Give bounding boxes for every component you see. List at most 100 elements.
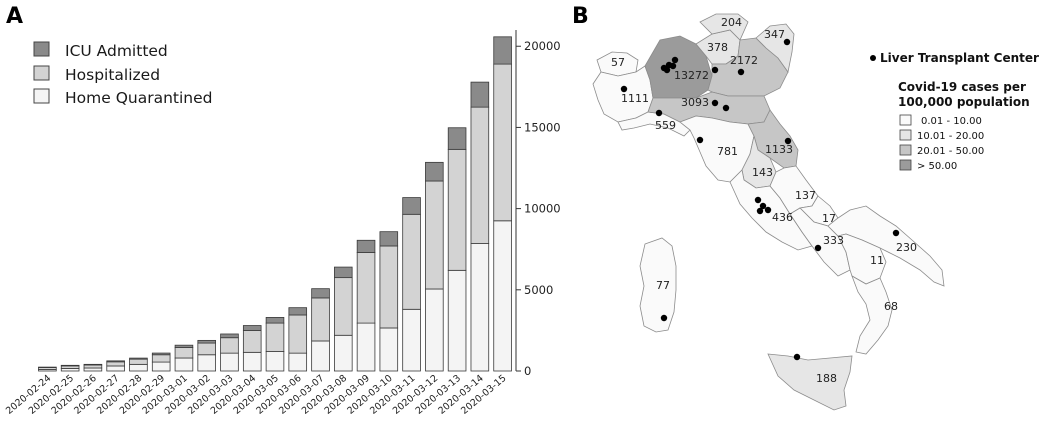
bar-segment-icu-admitted [471, 82, 489, 107]
legend-label-icu: ICU Admitted [65, 42, 168, 60]
bar-segment-icu-admitted [494, 37, 512, 64]
bar-segment-home-quarantined [357, 323, 375, 371]
bar-segment-home-quarantined [152, 362, 170, 371]
bar-segment-home-quarantined [107, 366, 125, 371]
bar-segment-icu-admitted [380, 232, 398, 246]
region-value-campania: 333 [823, 234, 844, 247]
bar-segment-icu-admitted [107, 361, 125, 362]
center-dot [661, 315, 667, 321]
map-legend-title-line1: Covid-19 cases per [898, 80, 1026, 94]
bar-segment-icu-admitted [334, 267, 352, 278]
bar-segment-home-quarantined [334, 335, 352, 371]
panel-a-letter: A [6, 4, 23, 29]
center-dot [697, 137, 703, 143]
bar-segment-home-quarantined [471, 244, 489, 371]
bar-segment-hospitalized [221, 338, 239, 353]
bar-segment-icu-admitted [84, 364, 102, 365]
bar-segment-home-quarantined [130, 364, 148, 371]
region-value-sardegna: 77 [656, 279, 670, 292]
bar-segment-hospitalized [266, 323, 284, 351]
bar-segment-icu-admitted [61, 365, 79, 366]
region-value-puglia: 230 [896, 241, 917, 254]
bar-segment-icu-admitted [198, 340, 216, 343]
bar-group [39, 37, 512, 371]
bar-segment-home-quarantined [175, 358, 193, 371]
map-legend-title-line2: 100,000 population [898, 95, 1030, 109]
region-value-molise: 17 [822, 212, 836, 225]
bar-segment-hospitalized [494, 64, 512, 221]
center-legend-dot [870, 55, 876, 61]
map-legend-swatch-3 [900, 145, 911, 155]
bar-segment-hospitalized [289, 315, 307, 353]
bar-segment-hospitalized [380, 246, 398, 328]
map-legend-range-3: 20.01 - 50.00 [917, 146, 984, 157]
map-legend-swatch-1 [900, 115, 911, 125]
center-dot [815, 245, 821, 251]
y-tick-label: 15000 [524, 120, 561, 134]
center-dot [738, 69, 744, 75]
region-value-toscana: 781 [717, 145, 738, 158]
legend-swatch-icu [34, 42, 49, 56]
y-tick-label: 10000 [524, 202, 561, 216]
bar-segment-icu-admitted [266, 317, 284, 323]
x-axis-labels: 2020-02-242020-02-252020-02-262020-02-27… [4, 373, 509, 417]
region-value-basilicata: 11 [870, 254, 884, 267]
bar-segment-hospitalized [175, 347, 193, 358]
bar-segment-home-quarantined [84, 368, 102, 371]
bar-segment-hospitalized [107, 362, 125, 366]
map-legend-swatch-4 [900, 160, 911, 170]
bar-segment-hospitalized [130, 359, 148, 364]
region-value-abruzzo: 137 [795, 189, 816, 202]
chart-legend: ICU Admitted Hospitalized Home Quarantin… [34, 42, 213, 107]
y-tick-label: 0 [524, 364, 531, 378]
bar-segment-hospitalized [403, 214, 421, 309]
bar-segment-hospitalized [334, 278, 352, 336]
region-value-lazio: 436 [772, 211, 793, 224]
bar-segment-icu-admitted [403, 198, 421, 215]
italy-map: 204 347 378 57 13272 2172 1111 3093 559 … [593, 14, 944, 410]
region-value-alto-adige: 204 [721, 16, 742, 29]
legend-swatch-hospitalized [34, 66, 49, 80]
map-legend-range-4: > 50.00 [917, 161, 957, 172]
bar-segment-home-quarantined [221, 353, 239, 371]
region-value-liguria: 559 [655, 119, 676, 132]
bar-segment-hospitalized [152, 355, 170, 362]
bar-segment-icu-admitted [221, 334, 239, 338]
bar-segment-hospitalized [357, 252, 375, 323]
map-legend-swatch-2 [900, 130, 911, 140]
bar-segment-home-quarantined [494, 221, 512, 371]
center-dot [794, 354, 800, 360]
panel-b-letter: B [572, 4, 589, 29]
bar-segment-icu-admitted [425, 162, 443, 181]
center-dot [712, 100, 718, 106]
region-value-valle-daosta: 57 [611, 56, 625, 69]
bar-segment-home-quarantined [289, 353, 307, 371]
region-value-marche: 1133 [765, 143, 793, 156]
bar-segment-home-quarantined [266, 352, 284, 371]
legend-swatch-home [34, 89, 49, 103]
bar-segment-hospitalized [425, 181, 443, 289]
map-legend-range-1: 0.01 - 10.00 [921, 116, 982, 127]
bar-segment-hospitalized [471, 107, 489, 243]
bar-segment-icu-admitted [175, 345, 193, 347]
region-value-umbria: 143 [752, 166, 773, 179]
bar-segment-home-quarantined [448, 270, 466, 371]
center-dot [785, 138, 791, 144]
bar-segment-icu-admitted [448, 128, 466, 150]
bar-segment-home-quarantined [380, 328, 398, 371]
center-dot [712, 67, 718, 73]
legend-label-hospitalized: Hospitalized [65, 66, 160, 84]
bar-segment-home-quarantined [198, 355, 216, 371]
region-value-calabria: 68 [884, 300, 898, 313]
center-dot [784, 39, 790, 45]
bar-segment-home-quarantined [243, 352, 261, 371]
center-dot [757, 208, 763, 214]
bar-segment-hospitalized [243, 330, 261, 352]
center-dot [672, 57, 678, 63]
bar-segment-hospitalized [84, 365, 102, 368]
region-value-veneto: 2172 [730, 54, 758, 67]
region-sicilia [768, 354, 852, 410]
